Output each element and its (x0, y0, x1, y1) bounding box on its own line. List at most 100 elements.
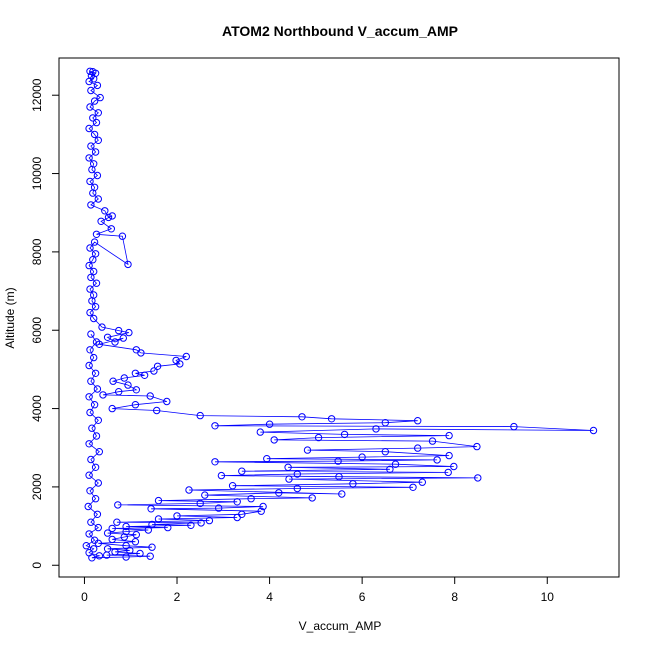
y-tick-label: 6000 (30, 317, 44, 344)
data-point (233, 513, 241, 522)
data-point (132, 531, 141, 539)
data-point (131, 538, 140, 546)
data-point (187, 521, 195, 529)
y-tick-label: 0 (30, 562, 44, 569)
data-point (196, 411, 204, 420)
data-point (85, 393, 93, 401)
data-point (98, 323, 106, 331)
data-point (85, 124, 93, 133)
data-point (87, 377, 95, 385)
data-point (120, 374, 129, 382)
data-point (85, 77, 93, 86)
data-point (90, 130, 99, 139)
data-point (84, 502, 92, 511)
data-point (86, 487, 94, 495)
data-layer (82, 67, 598, 562)
data-point (146, 552, 154, 560)
x-axis-ticks: 0 2 4 6 8 10 (81, 577, 554, 604)
data-point (94, 136, 103, 145)
data-point (90, 353, 98, 362)
data-point (285, 475, 293, 483)
data-point (153, 406, 161, 415)
data-point (340, 430, 349, 439)
data-point (87, 518, 95, 526)
data-point (148, 520, 156, 529)
data-point (358, 453, 366, 461)
data-point (91, 495, 100, 503)
x-tick-label: 8 (451, 590, 458, 604)
data-point (95, 448, 104, 456)
data-point (444, 468, 452, 477)
data-point (90, 267, 98, 276)
data-point (146, 392, 154, 400)
data-point (327, 415, 336, 423)
data-point (433, 456, 441, 464)
data-point (86, 408, 94, 417)
data-point (414, 444, 422, 452)
data-point (445, 451, 453, 460)
data-point (173, 512, 181, 520)
data-point (372, 425, 380, 433)
data-point (136, 549, 144, 558)
data-point (510, 422, 518, 431)
data-point (298, 413, 306, 421)
data-point (154, 496, 163, 505)
data-point (284, 463, 292, 471)
data-point (197, 519, 205, 527)
data-point (122, 527, 130, 536)
data-point (89, 256, 97, 264)
data-point (349, 480, 357, 488)
data-point (589, 426, 598, 435)
x-tick-label: 4 (266, 590, 273, 604)
data-point (90, 401, 99, 409)
data-point (122, 522, 130, 531)
data-point (101, 207, 109, 215)
data-point (92, 230, 101, 239)
x-tick-label: 10 (541, 590, 555, 604)
data-point (270, 436, 278, 444)
data-point (103, 529, 112, 537)
data-point (228, 482, 237, 490)
data-point (131, 369, 140, 377)
data-point (90, 97, 99, 105)
data-point (176, 360, 184, 368)
data-point (90, 536, 99, 544)
data-point (94, 523, 103, 532)
data-point (82, 542, 91, 550)
data-point (90, 545, 98, 553)
x-tick-label: 2 (174, 590, 181, 604)
data-point (263, 455, 271, 463)
data-point (113, 518, 121, 526)
data-point (103, 551, 111, 559)
data-point (164, 523, 172, 532)
data-point (86, 177, 94, 186)
data-point (88, 297, 96, 305)
y-tick-label: 8000 (30, 238, 44, 265)
data-point (93, 81, 102, 90)
data-point (409, 483, 417, 491)
data-point (87, 86, 95, 95)
data-point (87, 330, 95, 338)
data-point (259, 502, 267, 511)
data-point (94, 195, 103, 203)
data-point (86, 308, 94, 317)
data-point (115, 388, 123, 396)
data-point (94, 416, 103, 424)
data-point (108, 535, 116, 544)
data-point (445, 431, 453, 440)
data-point (381, 448, 389, 456)
data-point (91, 250, 100, 258)
data-point (85, 154, 93, 162)
data-point (87, 273, 95, 282)
data-point (256, 428, 264, 436)
data-point (163, 397, 171, 406)
data-point (154, 515, 163, 523)
data-point (114, 501, 122, 509)
data-point (381, 419, 389, 427)
data-point (111, 338, 119, 346)
x-tick-label: 6 (359, 590, 366, 604)
data-point (303, 446, 312, 454)
data-point (89, 189, 97, 197)
data-point (391, 460, 400, 468)
data-point (92, 338, 101, 346)
